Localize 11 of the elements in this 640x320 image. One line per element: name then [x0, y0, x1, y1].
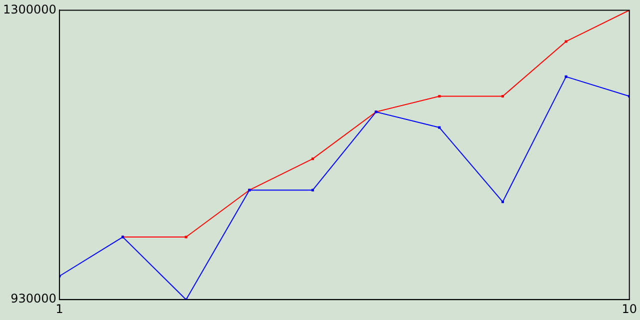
x-tick-label: 1 [56, 302, 64, 316]
point [311, 188, 314, 192]
point [564, 75, 568, 78]
point [311, 158, 314, 160]
y-tick-label: 1300000 [2, 2, 56, 16]
point [184, 236, 188, 238]
y-tick-label: 930000 [10, 292, 56, 306]
point [438, 126, 441, 129]
point [501, 200, 504, 204]
point [564, 40, 568, 43]
x-tick-label: 10 [622, 302, 638, 316]
